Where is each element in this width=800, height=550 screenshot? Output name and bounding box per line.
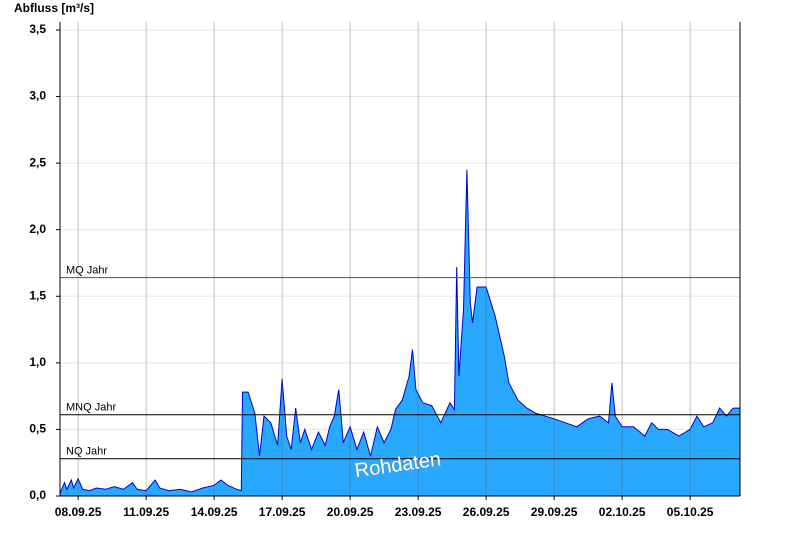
y-tick-label: 3,0 <box>29 89 46 103</box>
x-tick-label: 05.10.25 <box>667 505 714 519</box>
area-outline <box>59 169 740 494</box>
y-tick-label: 0,5 <box>29 422 46 436</box>
y-tick-label: 2,5 <box>29 155 46 169</box>
y-tick-label: 3,5 <box>29 22 46 36</box>
area <box>60 169 740 497</box>
y-tick-label: 0,0 <box>29 488 46 502</box>
x-tick-label: 17.09.25 <box>259 505 306 519</box>
y-tick-label: 1,0 <box>29 355 46 369</box>
y-axis-label: Abfluss [m³/s] <box>14 1 94 15</box>
x-tick-label: 26.09.25 <box>463 505 510 519</box>
x-tick-label: 20.09.25 <box>327 505 374 519</box>
x-tick-label: 14.09.25 <box>191 505 238 519</box>
x-tick-label: 08.09.25 <box>55 505 102 519</box>
reference-label: MNQ Jahr <box>66 402 116 414</box>
x-tick-label: 29.09.25 <box>531 505 578 519</box>
y-tick-label: 1,5 <box>29 288 46 302</box>
reference-label: MQ Jahr <box>66 265 109 277</box>
x-tick-label: 23.09.25 <box>395 505 442 519</box>
reference-label: NQ Jahr <box>66 446 107 458</box>
x-tick-label: 02.10.25 <box>599 505 646 519</box>
x-tick-label: 11.09.25 <box>123 505 169 519</box>
y-tick-label: 2,0 <box>29 222 46 236</box>
